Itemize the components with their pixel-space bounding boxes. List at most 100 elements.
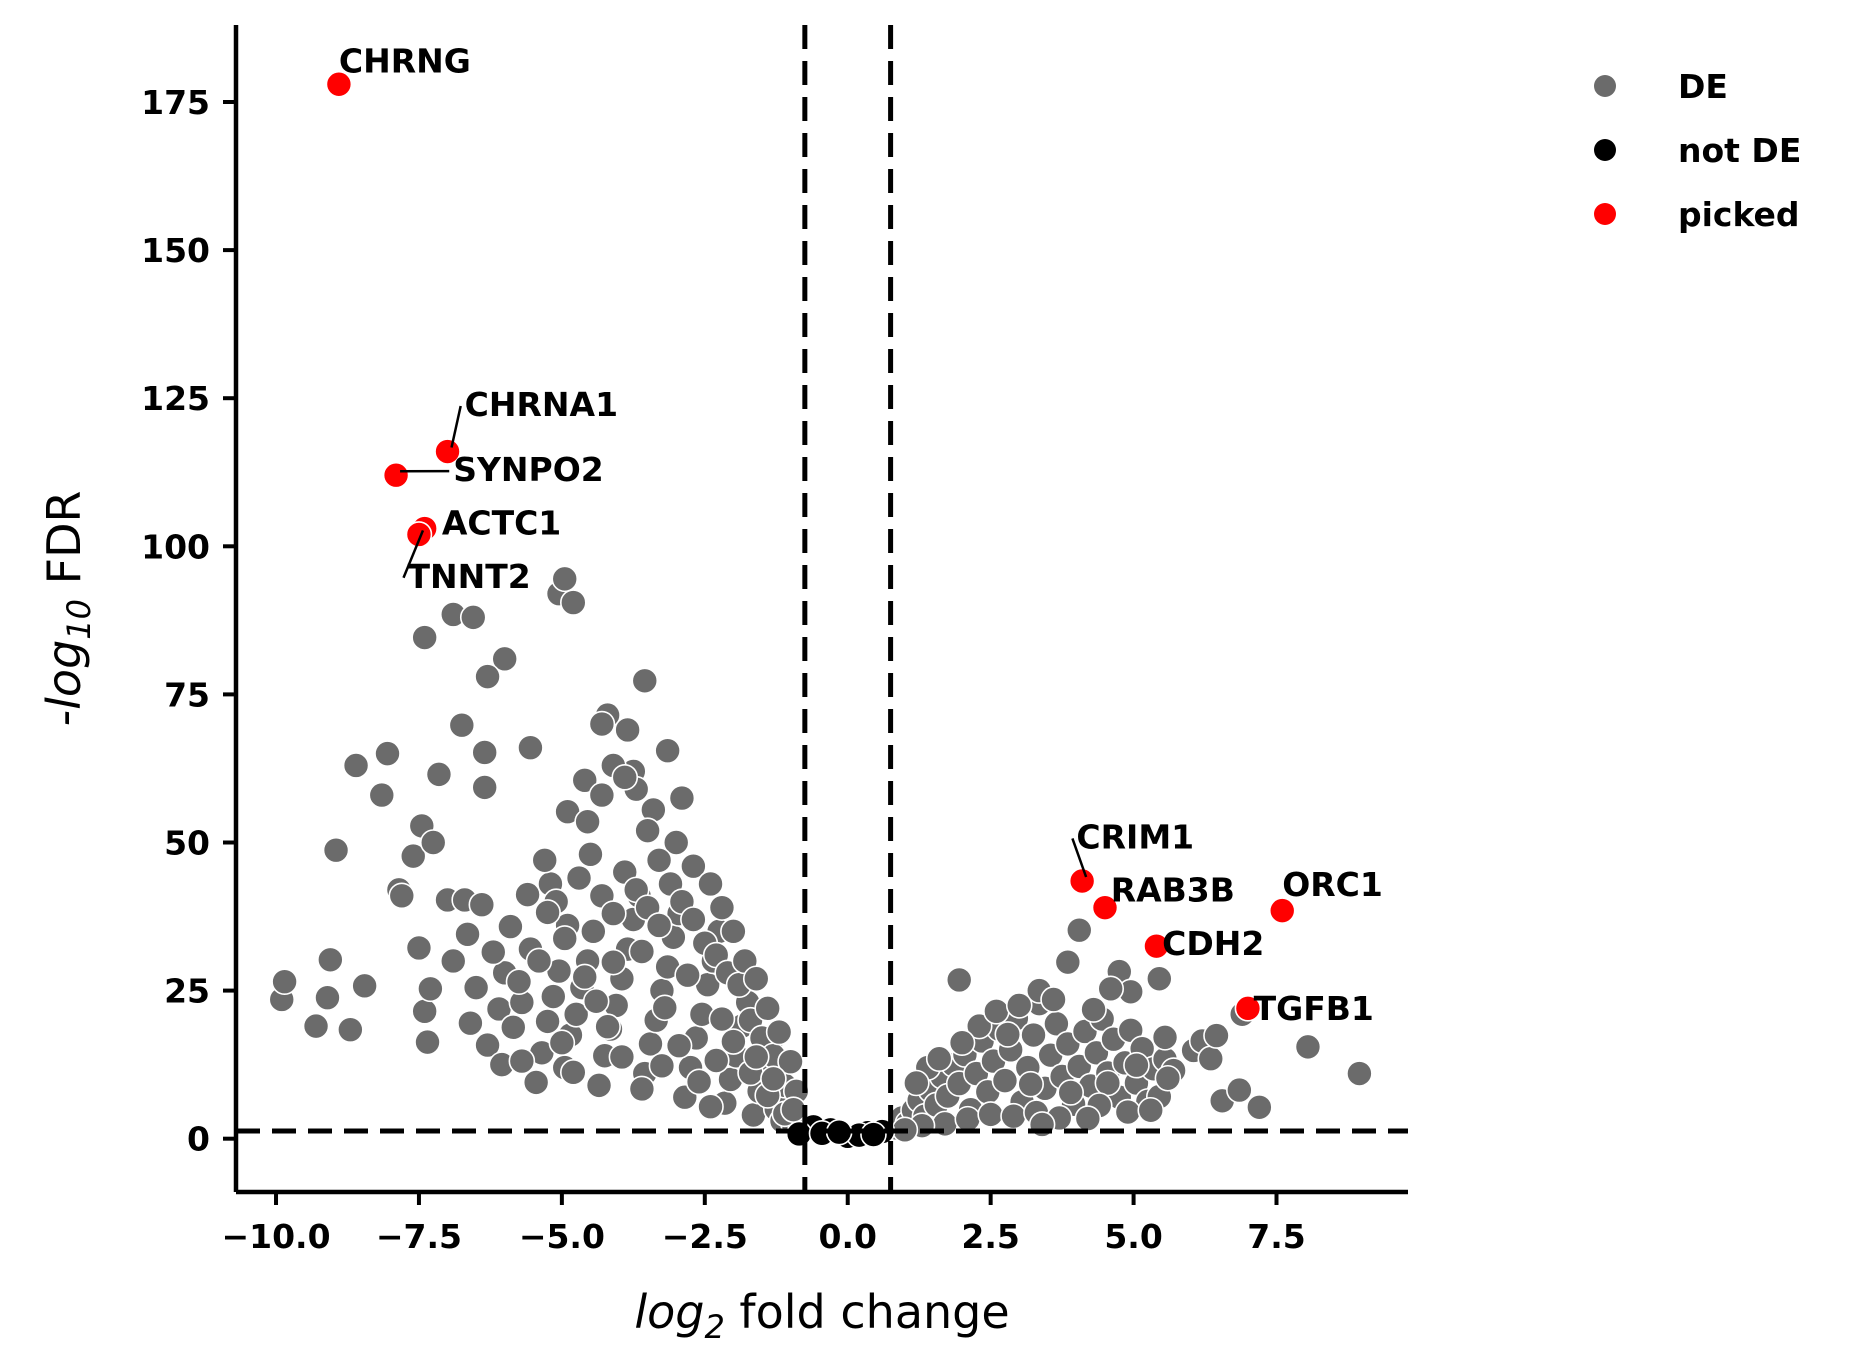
not-de-point xyxy=(785,1120,813,1148)
de-point xyxy=(754,995,781,1022)
axes xyxy=(233,25,1408,1195)
y-axis-title-prefix: -log xyxy=(37,640,91,727)
de-point xyxy=(1097,975,1125,1003)
de-point xyxy=(645,912,673,939)
de-point xyxy=(439,947,467,975)
de-point xyxy=(474,663,501,690)
de-point xyxy=(765,1018,793,1046)
y-tick-label: 50 xyxy=(164,823,210,862)
de-point xyxy=(522,1069,550,1096)
de-point xyxy=(631,667,659,695)
x-axis-title: log2 fold change xyxy=(634,1285,1009,1346)
x-tick-label: 7.5 xyxy=(1247,1217,1305,1256)
picked-gene-point xyxy=(405,521,433,548)
de-point xyxy=(448,711,476,739)
de-point xyxy=(388,882,416,910)
de-point xyxy=(702,1047,730,1074)
de-point xyxy=(514,881,541,908)
de-point xyxy=(337,1016,364,1043)
de-point xyxy=(654,737,681,764)
de-point xyxy=(708,894,736,921)
de-point xyxy=(342,752,370,779)
x-axis-title-subscript: 2 xyxy=(704,1308,724,1346)
gene-label: ACTC1 xyxy=(442,503,561,542)
legend: DE not DE picked xyxy=(1594,67,1801,234)
y-tick-label: 100 xyxy=(141,527,210,566)
de-point xyxy=(574,808,601,836)
de-point xyxy=(1151,1024,1179,1051)
de-point xyxy=(1000,1102,1027,1130)
de-point xyxy=(651,994,679,1022)
y-tick-label: 175 xyxy=(141,83,210,122)
de-point xyxy=(614,716,641,744)
de-point xyxy=(1005,992,1033,1019)
de-point xyxy=(302,1012,330,1040)
y-axis-title-subscript: 10 xyxy=(60,599,98,640)
picked-gene-point xyxy=(1091,894,1119,921)
de-point xyxy=(983,998,1010,1025)
picked-gene-point xyxy=(1068,867,1096,895)
de-point xyxy=(777,1048,804,1075)
de-point xyxy=(551,925,579,952)
de-point xyxy=(742,1043,770,1071)
gene-label: ORC1 xyxy=(1282,865,1383,904)
de-point xyxy=(1154,1064,1182,1092)
de-point xyxy=(560,1059,587,1086)
x-tick-label: −2.5 xyxy=(662,1217,748,1256)
de-point xyxy=(454,921,481,948)
de-point xyxy=(497,913,524,940)
de-point xyxy=(317,946,344,974)
de-point xyxy=(462,974,490,1001)
legend-marker xyxy=(1594,139,1616,161)
gene-label: CHRNG xyxy=(339,41,471,80)
gene-label: RAB3B xyxy=(1111,871,1235,910)
y-tick-label: 25 xyxy=(164,972,210,1011)
de-point xyxy=(525,947,553,975)
de-point xyxy=(419,829,447,856)
de-point xyxy=(594,1013,621,1041)
picked-gene-point xyxy=(1234,995,1262,1022)
points-layer xyxy=(268,565,1373,1150)
de-point xyxy=(474,1031,501,1059)
de-point xyxy=(577,841,604,868)
de-point xyxy=(417,975,444,1003)
x-axis-title-prefix: log xyxy=(634,1285,704,1339)
de-point xyxy=(903,1069,930,1097)
de-point xyxy=(708,1005,736,1033)
de-point xyxy=(399,842,427,870)
x-ticks: −10.0 −7.5 −5.0 −2.5 0.0 2.5 5.0 7.5 xyxy=(221,1192,1306,1256)
de-point xyxy=(965,1012,993,1040)
de-point xyxy=(1057,1079,1084,1106)
de-point xyxy=(668,784,696,812)
de-point xyxy=(457,1009,484,1037)
de-point xyxy=(1137,1096,1165,1124)
gene-label: CRIM1 xyxy=(1076,817,1194,856)
picked-gene-point xyxy=(1268,897,1296,924)
de-point xyxy=(680,906,707,933)
de-point xyxy=(539,983,567,1010)
legend-label: not DE xyxy=(1678,131,1801,170)
de-point xyxy=(314,984,341,1011)
gene-label-connector xyxy=(1071,837,1088,878)
de-point xyxy=(459,604,487,631)
picked-genes-layer: CHRNG CHRNA1 SYNPO2 ACTC1 TNNT2 CRIM1 RAB3B ORC… xyxy=(325,41,1383,1028)
de-point xyxy=(1203,1022,1230,1049)
y-tick-label: 0 xyxy=(187,1120,210,1159)
y-tick-label: 125 xyxy=(141,379,210,418)
gene-label: CDH2 xyxy=(1162,924,1264,963)
legend-label: picked xyxy=(1678,195,1800,234)
de-point xyxy=(697,870,724,898)
de-point xyxy=(1017,1070,1044,1098)
not-de-point xyxy=(860,1121,887,1148)
de-point xyxy=(588,710,616,738)
de-point xyxy=(685,1068,713,1096)
de-point xyxy=(760,1065,787,1093)
picked-gene-point xyxy=(434,438,461,465)
de-point xyxy=(637,1030,664,1058)
de-point xyxy=(1054,948,1082,976)
de-point xyxy=(562,1000,590,1028)
de-point xyxy=(582,987,610,1015)
de-point xyxy=(742,965,770,993)
gene-label-connector xyxy=(450,405,462,448)
de-point xyxy=(648,1052,676,1080)
